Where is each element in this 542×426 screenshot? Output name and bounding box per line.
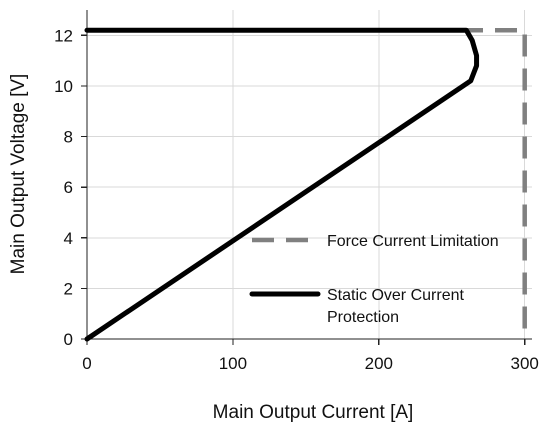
x-axis-title: Main Output Current [A] [213,402,414,423]
x-tick-label-1: 100 [219,354,247,373]
axes [81,10,532,345]
grid [86,10,532,340]
legend-label-static-over-current-protection-line-1: Static Over Current [327,287,464,304]
legend-label-static-over-current-protection-line-2: Protection [327,309,399,326]
tick-labels: 0 100 200 300 0 2 4 6 8 10 12 [54,26,539,373]
y-tick-label-2: 4 [64,229,73,248]
series-line-static-over-current-protection [84,27,480,342]
legend-label-static-over-current-protection: Static Over Current Protection [327,287,468,326]
legend: Force Current Limitation Static Over Cur… [249,233,499,326]
x-tick-label-2: 200 [365,354,393,373]
y-tick-label-1: 2 [64,279,73,298]
legend-label-force-current-limitation: Force Current Limitation [327,233,499,250]
y-tick-label-4: 8 [64,128,73,147]
y-tick-label-0: 0 [64,330,73,349]
y-tick-label-3: 6 [64,178,73,197]
x-tick-label-0: 0 [82,354,91,373]
series-layer [84,27,527,342]
x-tick-label-3: 300 [511,354,539,373]
y-axis-title: Main Output Voltage [V] [8,74,29,275]
y-tick-label-5: 10 [54,77,73,96]
y-tick-label-6: 12 [54,26,73,45]
